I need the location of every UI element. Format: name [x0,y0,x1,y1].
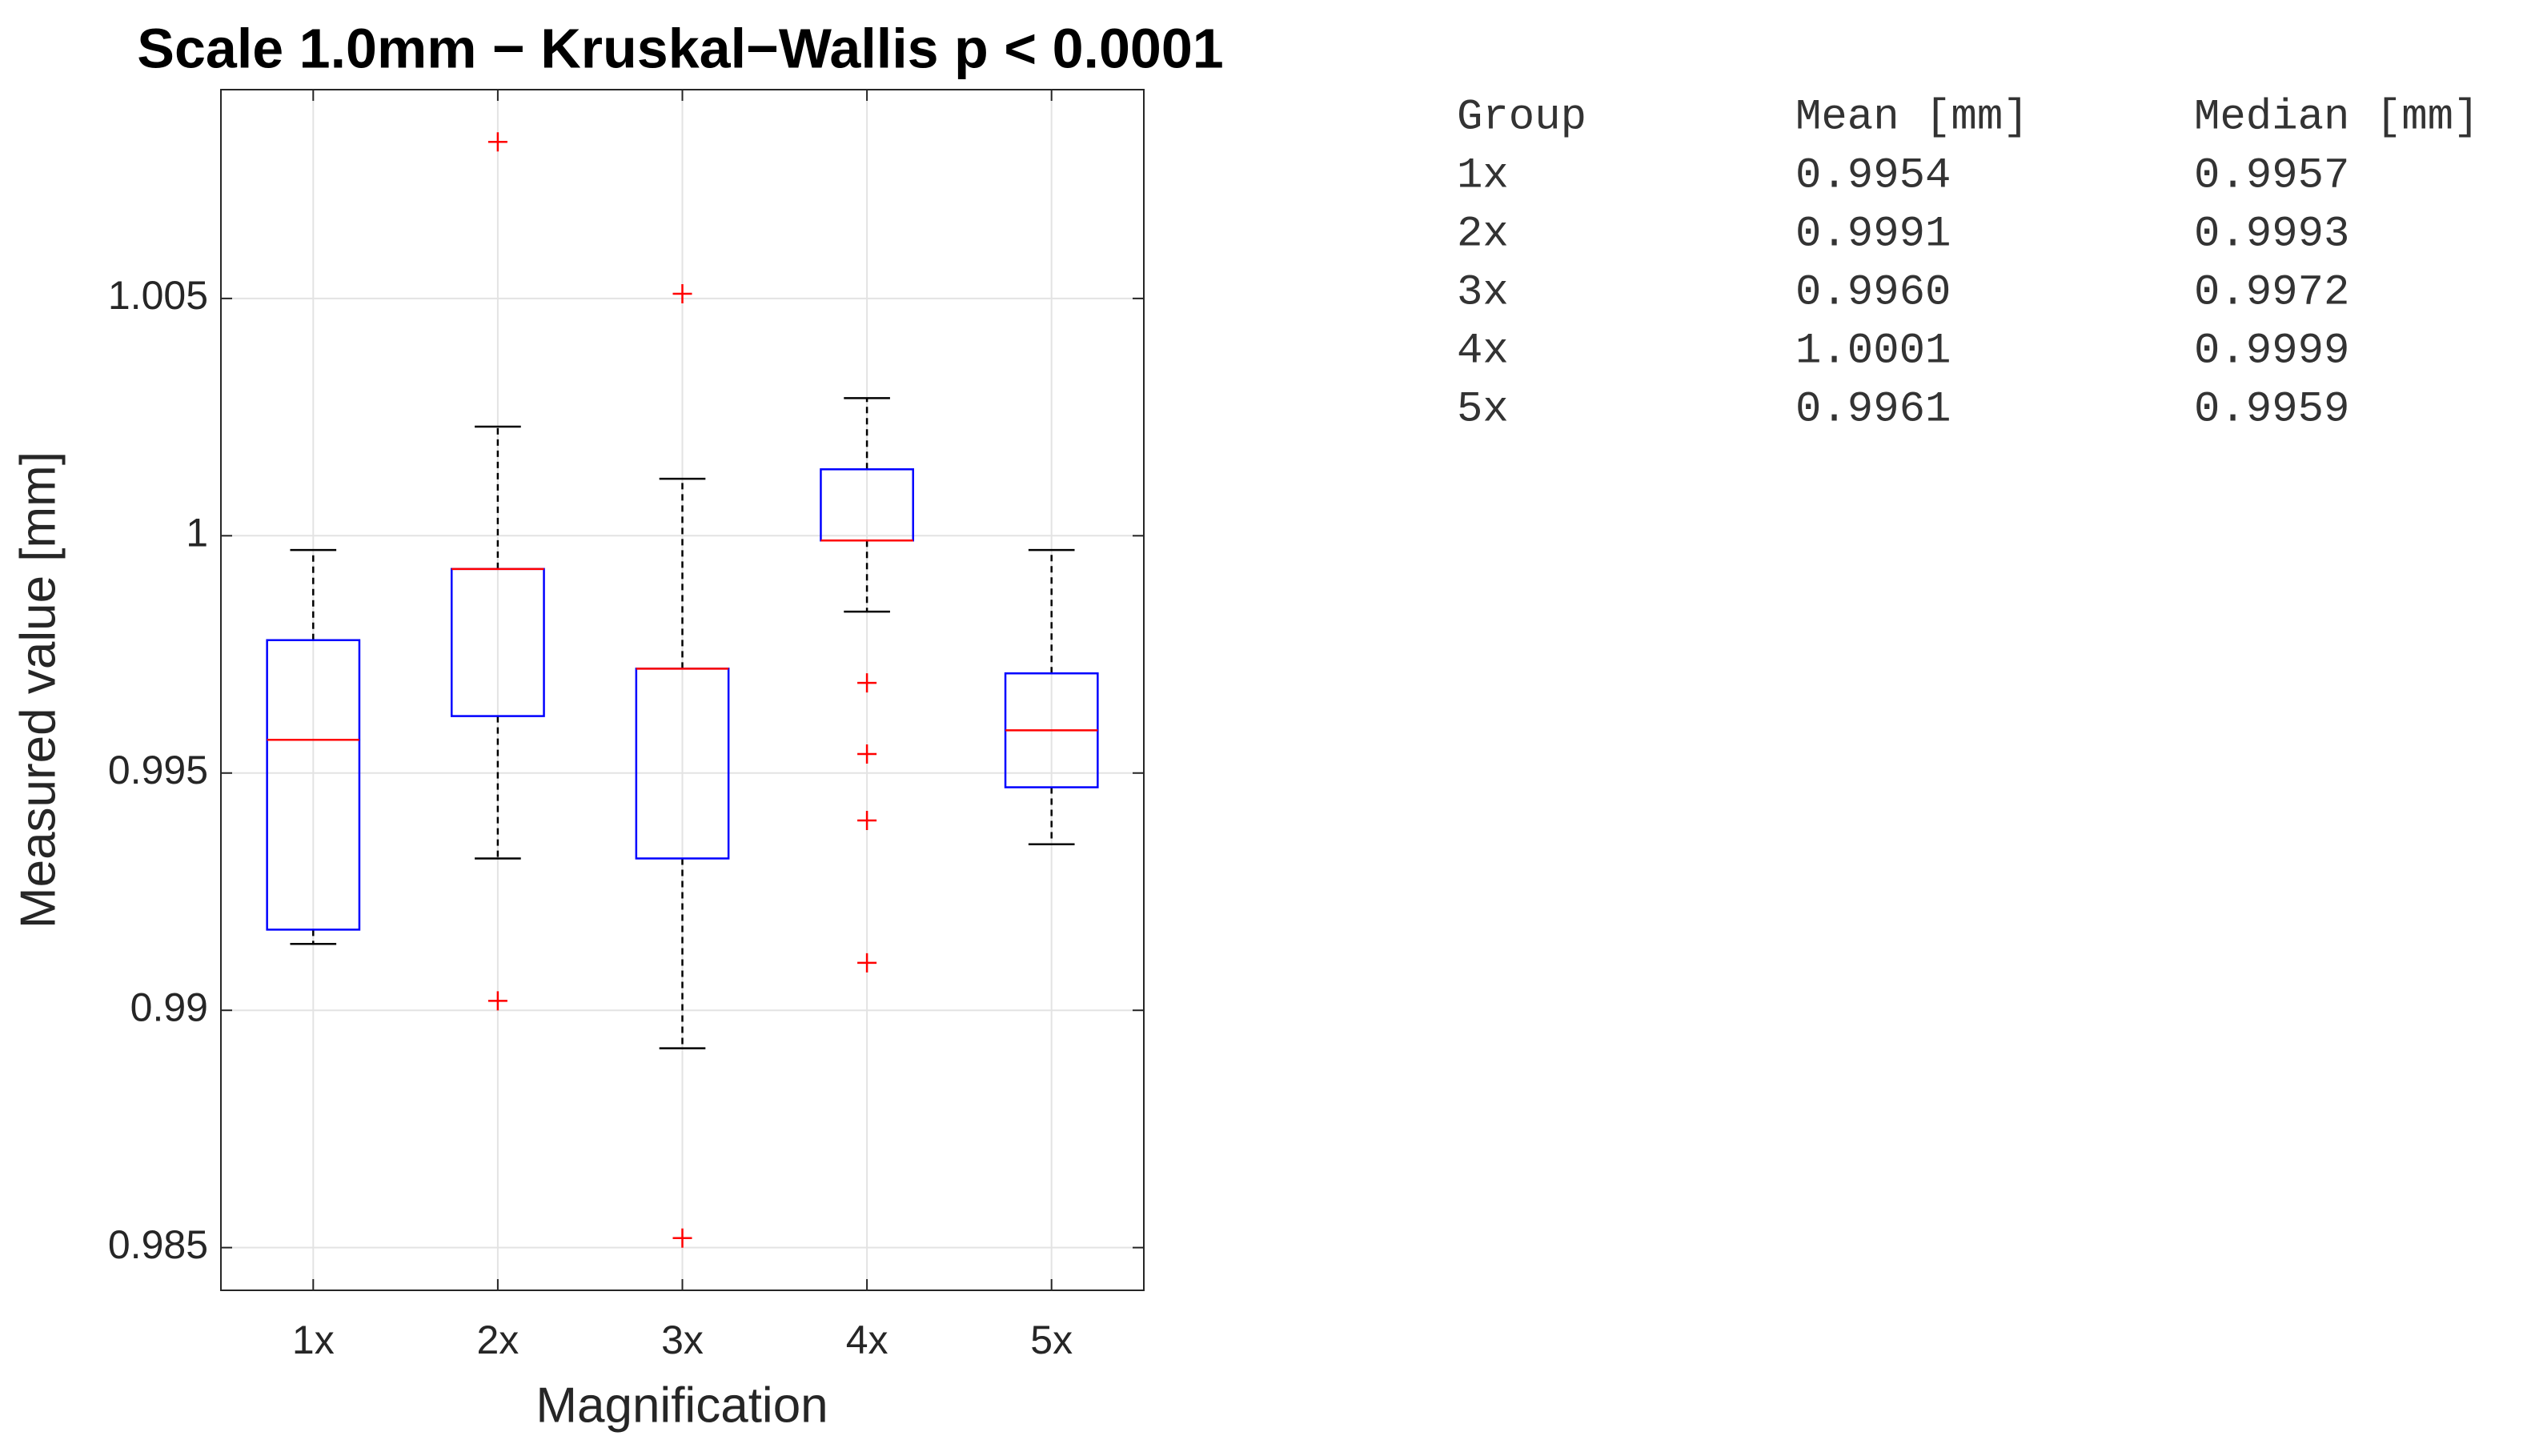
table-cell: 0.9954 [1795,151,1951,200]
y-tick-label: 1 [186,511,208,556]
table-cell: 1x [1457,151,1509,200]
table-cell: 0.9993 [2194,210,2349,259]
y-tick-label: 0.985 [108,1222,208,1267]
table-cell: 2x [1457,210,1509,259]
outlier [672,1228,692,1248]
plot-frame [220,89,1145,1291]
x-tick-label: 4x [846,1318,888,1362]
table-header: Median [mm] [2194,93,2479,142]
table-cell: 0.9959 [2194,385,2349,434]
table-cell: 0.9960 [1795,268,1951,317]
x-tick-label: 2x [476,1318,519,1362]
table-cell: 0.9972 [2194,268,2349,317]
table-header: Mean [mm] [1795,93,2029,142]
y-axis-label: Measured value [mm] [10,451,66,929]
table-cell: 0.9991 [1795,210,1951,259]
outlier [857,673,877,693]
table-cell: 4x [1457,327,1509,375]
outlier [857,811,877,831]
table-cell: 1.0001 [1795,327,1951,375]
y-tick-label: 0.99 [130,985,208,1029]
outlier [487,991,507,1011]
table-cell: 0.9999 [2194,327,2349,375]
table-cell: 5x [1457,385,1509,434]
x-tick-label: 5x [1030,1318,1073,1362]
outlier [672,283,692,303]
x-tick-label: 1x [292,1318,335,1362]
y-tick-label: 1.005 [108,273,208,318]
table-cell: 0.9957 [2194,151,2349,200]
y-tick-label: 0.995 [108,748,208,792]
table-cell: 3x [1457,268,1509,317]
chart-title: Scale 1.0mm − Kruskal−Wallis p < 0.0001 [137,17,1223,79]
box [266,639,361,931]
table-header: Group [1457,93,1586,142]
table-cell: 0.9961 [1795,385,1951,434]
x-tick-label: 3x [661,1318,704,1362]
outlier [857,744,877,764]
x-axis-label: Magnification [535,1378,828,1433]
outlier [487,132,507,152]
outlier [857,953,877,973]
